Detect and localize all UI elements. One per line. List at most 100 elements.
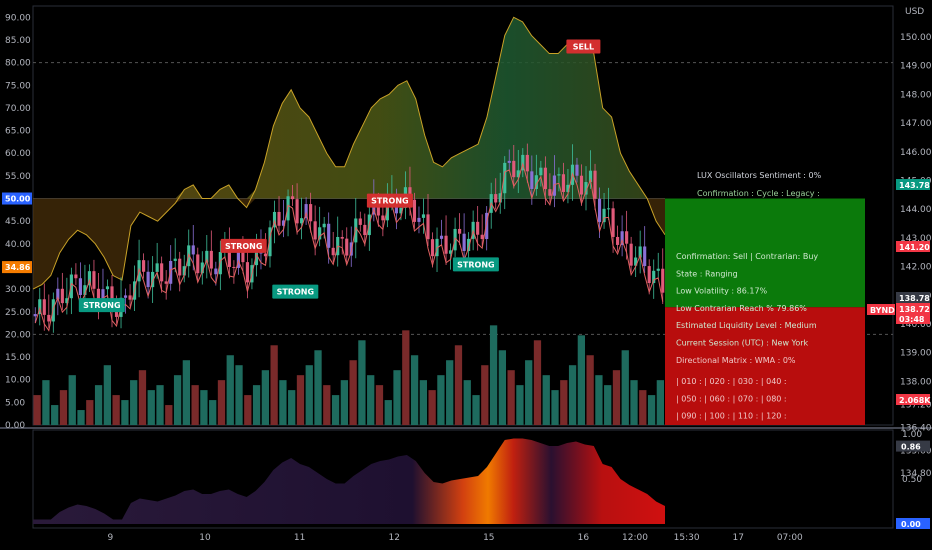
volume-bar — [94, 385, 103, 425]
volume-bar — [481, 365, 489, 425]
candle-body — [485, 212, 489, 240]
candle-body — [300, 218, 304, 224]
sub-axis-tick: 0.50 — [902, 475, 922, 485]
candle-body — [74, 274, 78, 279]
candle-body — [214, 268, 218, 275]
left-axis-tick: 70.00 — [5, 104, 31, 114]
volume-bar — [217, 380, 226, 425]
x-axis-tick: 17 — [732, 533, 743, 543]
candle-body — [629, 243, 633, 266]
oscillator-line — [32, 16, 666, 290]
x-axis-tick: 15:30 — [674, 533, 700, 543]
candle-body — [498, 193, 502, 203]
volume-bar — [595, 375, 603, 425]
dashboard-panel: LUX Oscillators Sentiment : 0% Confirmati… — [676, 171, 822, 421]
sell-zone — [665, 307, 865, 425]
candle-body — [606, 208, 611, 210]
volume-bar — [296, 375, 305, 425]
candle-body — [602, 208, 606, 223]
candle-body — [277, 211, 281, 226]
volume-bar — [656, 380, 664, 425]
signal-label-box — [78, 298, 125, 313]
candle-body — [200, 262, 204, 274]
candle-body — [96, 288, 101, 304]
right-axis-badge — [896, 313, 930, 324]
volume-bar — [393, 370, 401, 425]
volume-bar — [331, 395, 340, 425]
candle-body — [146, 271, 150, 288]
right-axis-tick: 148.00 — [900, 90, 932, 100]
candle-body — [155, 263, 159, 272]
panel-line: | 090 : | 100 : | 110 : | 120 : — [676, 412, 787, 421]
candle-body — [123, 295, 128, 298]
candle-body — [643, 246, 647, 267]
panel-line: Confirmation: Sell | Contrarian: Buy — [676, 252, 818, 261]
volume-bar — [507, 370, 515, 425]
left-axis-tick: 90.00 — [5, 13, 31, 23]
candle-body — [597, 198, 602, 223]
volume-bar — [86, 400, 94, 425]
left-axis-tick: 75.00 — [5, 81, 31, 91]
right-axis-tick: 139.00 — [900, 349, 932, 359]
sub-axis-badge-text: 0.00 — [901, 520, 921, 529]
right-axis-badge-text: 03:48 — [899, 315, 925, 324]
sub-frame — [32, 429, 894, 529]
x-axis-tick: 12 — [388, 533, 399, 543]
left-axis-tick: 80.00 — [5, 59, 31, 69]
volume-bar — [419, 380, 427, 425]
candle-body — [327, 223, 331, 248]
candle-body — [439, 235, 444, 239]
volume-bar — [428, 390, 436, 425]
right-axis-tick: 137.20 — [900, 400, 932, 410]
candle-body — [584, 182, 588, 195]
volume-bar — [200, 390, 208, 425]
signal-label-box — [566, 39, 601, 54]
candle-body — [78, 278, 82, 295]
x-axis-tick: 15 — [483, 533, 494, 543]
panel-line: | 050 : | 060 : | 070 : | 080 : — [676, 394, 787, 403]
volume-bar — [226, 355, 234, 425]
left-axis-tick: 65.00 — [5, 127, 31, 137]
volume-bar — [586, 355, 594, 425]
candle-body — [83, 285, 87, 295]
volume-bar — [551, 390, 559, 425]
candle-body — [421, 214, 426, 218]
candle-body — [539, 167, 543, 176]
symbol-badge-text: BYND — [870, 306, 895, 315]
volume-bar — [533, 340, 542, 425]
left-axis-tick: 0.00 — [5, 421, 25, 431]
left-axis-tick: 40.00 — [5, 240, 31, 250]
volume-bar — [209, 400, 217, 425]
prediction-zones — [665, 198, 865, 425]
volume-bar — [147, 390, 155, 425]
volume-bar — [165, 405, 173, 425]
candle-body — [557, 174, 561, 176]
left-axis-tick: 25.00 — [5, 308, 31, 318]
candle-body — [376, 199, 380, 216]
candle-body — [60, 288, 64, 304]
candle-body — [399, 207, 403, 214]
candle-body — [543, 167, 547, 190]
signal-label-box — [220, 238, 267, 253]
candle-body — [512, 160, 516, 178]
right-axis-badge-text: 138.78 — [899, 294, 930, 303]
candle-body — [304, 204, 308, 219]
right-axis-tick: 146.00 — [900, 148, 932, 158]
candle-body — [47, 314, 51, 322]
volume-bar — [244, 395, 252, 425]
candle-body — [164, 281, 168, 284]
candle-body — [232, 266, 236, 268]
candle-body — [205, 250, 209, 263]
candle-body — [322, 223, 326, 228]
volume-bar — [454, 345, 463, 425]
candle-body — [462, 233, 466, 251]
oscillator-lower-fill — [33, 198, 665, 290]
candle-body — [263, 253, 268, 257]
right-axis-tick: 144.00 — [900, 205, 932, 215]
right-axis-tick: 134.80 — [900, 469, 932, 479]
signal-label-box — [452, 257, 499, 272]
candle-body — [561, 174, 566, 192]
oscillator-upper-fill — [33, 17, 665, 199]
x-axis-tick: 9 — [108, 533, 114, 543]
volume-bar — [489, 325, 498, 425]
